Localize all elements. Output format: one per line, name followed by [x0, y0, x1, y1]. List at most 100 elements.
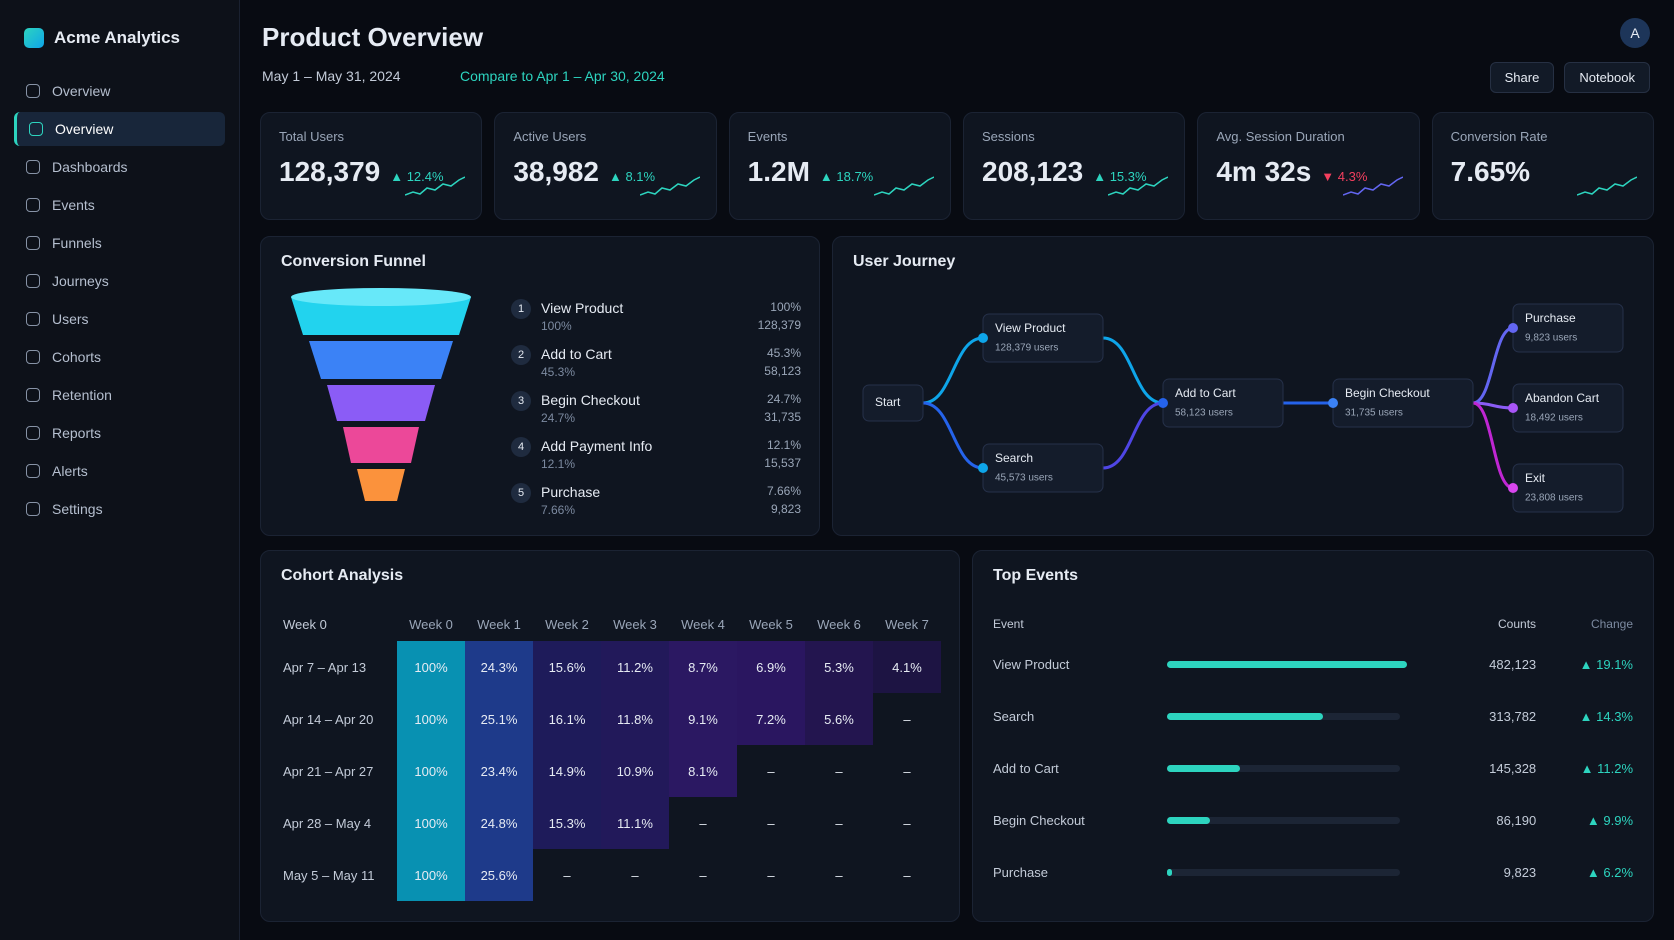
nav-icon [26, 502, 40, 516]
nav-label: Alerts [52, 463, 88, 479]
event-name: Begin Checkout [993, 812, 1085, 828]
node-users: 128,379 users [995, 343, 1058, 354]
panel-title: Cohort Analysis [281, 567, 404, 584]
kpi-value: 4m 32s [1216, 156, 1312, 187]
journey-node: Add to Cart 58,123 users [1158, 378, 1284, 428]
retention-cell: 4.1% [873, 641, 941, 693]
nav-icon [26, 160, 40, 174]
count-bar [1167, 660, 1408, 668]
sparkline-path [1108, 176, 1169, 196]
retention-cell: 100% [397, 849, 465, 901]
node-users: 58,123 users [1175, 408, 1233, 419]
cohort-label: Apr 14 – Apr 20 [283, 711, 374, 727]
nav-item[interactable]: Events [14, 188, 225, 222]
kpi-label: Events [747, 129, 788, 144]
event-row: View Product 482,123 ▲ 19.1% [993, 641, 1633, 687]
kpi-card: Total Users 128,379 ▲ 12.4% [260, 112, 483, 220]
bar-track [1167, 660, 1408, 668]
cohort-panel: Cohort Analysis Week 0 Week 0 Week 1 Week 2… [260, 550, 960, 922]
event-name: View Product [993, 656, 1070, 672]
column-header: Change [1590, 617, 1633, 631]
column-header: Event [993, 617, 1024, 631]
event-name: Add to Cart [993, 760, 1059, 776]
funnel-segment [291, 297, 471, 335]
event-count: 9,823 [1503, 864, 1537, 880]
nav-item[interactable]: Settings [14, 492, 225, 526]
avatar[interactable]: A [1620, 18, 1650, 48]
nav-label: Settings [52, 501, 103, 517]
nav-icon [26, 312, 40, 326]
kpi-label: Sessions [982, 129, 1035, 144]
cohort-label: Apr 21 – Apr 27 [283, 763, 374, 779]
nav-item[interactable]: Overview [14, 74, 225, 108]
kpi-card: Sessions 208,123 ▲ 15.3% [963, 112, 1186, 220]
kpi-value: 128,379 [279, 156, 381, 187]
funnel-row: 2 Add to Cart 45.3% 45.3% 58,123 [511, 343, 801, 387]
node-dot [978, 333, 988, 343]
stage-name: Purchase [541, 484, 601, 500]
cohort-label: May 5 – May 11 [283, 867, 375, 883]
cohort-row: Apr 28 – May 4 100% 24.8% 15.3% 11.1% – – – – [277, 797, 941, 849]
retention-cell: 25.1% [465, 693, 533, 745]
stage-count: 58,123 [764, 364, 801, 378]
nav-item[interactable]: Alerts [14, 454, 225, 488]
nav-icon [26, 388, 40, 402]
funnel-row: 4 Add Payment Info 12.1% 12.1% 15,537 [511, 435, 801, 479]
link [922, 401, 984, 470]
kpi-change: ▲ 15.3% [1093, 169, 1147, 184]
header-button[interactable]: Share [1489, 62, 1555, 93]
top-events-panel: Top Events Event Counts Change View Product… [972, 550, 1654, 922]
nav-label: Users [52, 311, 89, 327]
stage-pct: 100% [541, 319, 572, 333]
column-header: Week 1 [477, 616, 521, 632]
cohort-table: Week 0 Week 0 Week 1 Week 2 Week 3 Week 4 Week… [277, 607, 941, 901]
step-number: 4 [511, 437, 531, 457]
nav-label: Cohorts [52, 349, 102, 365]
funnel-panel: Conversion Funnel 1 View Product 100% 100% 1… [260, 236, 820, 536]
node-users: 45,573 users [995, 473, 1053, 484]
nav-item[interactable]: Overview [14, 112, 225, 146]
funnel-row: 3 Begin Checkout 24.7% 24.7% 31,735 [511, 389, 801, 433]
node-label: Begin Checkout [1345, 386, 1430, 400]
brand: Acme Analytics [24, 28, 225, 48]
retention-cell: 100% [397, 797, 465, 849]
nav-item[interactable]: Journeys [14, 264, 225, 298]
funnel-shape [291, 288, 471, 501]
nav-item[interactable]: Funnels [14, 226, 225, 260]
nav-item[interactable]: Retention [14, 378, 225, 412]
nav-item[interactable]: Users [14, 302, 225, 336]
nav-item[interactable]: Dashboards [14, 150, 225, 184]
kpi-change: ▲ 12.4% [390, 169, 444, 184]
header-row: Event Counts Change [993, 601, 1633, 647]
kpi-label: Avg. Session Duration [1216, 129, 1345, 144]
kpi-value: 7.65% [1450, 156, 1531, 187]
retention-cell: 10.9% [601, 745, 669, 797]
column-header: Week 6 [817, 616, 861, 632]
date-range[interactable]: May 1 – May 31, 2024 [262, 68, 401, 84]
retention-cell: 100% [397, 745, 465, 797]
cohort-label: Apr 7 – Apr 13 [283, 659, 367, 675]
retention-cell: 11.8% [601, 693, 669, 745]
compare-range[interactable]: Compare to Apr 1 – Apr 30, 2024 [460, 68, 665, 84]
step-number: 3 [511, 391, 531, 411]
nav-item[interactable]: Reports [14, 416, 225, 450]
sparkline-path [639, 176, 700, 196]
sparkline [1108, 176, 1169, 196]
node-users: 9,823 users [1525, 333, 1577, 344]
event-change: ▲ 19.1% [1579, 656, 1633, 672]
nav-item[interactable]: Cohorts [14, 340, 225, 374]
header-button[interactable]: Notebook [1564, 62, 1650, 93]
node-label: Add to Cart [1175, 386, 1236, 400]
event-name: Purchase [993, 864, 1048, 880]
kpi-label: Active Users [513, 129, 587, 144]
nav-label: Events [52, 197, 95, 213]
retention-cell: 11.1% [601, 797, 669, 849]
retention-cell: – [903, 815, 911, 831]
count-bar [1167, 816, 1211, 824]
retention-cell: 24.3% [465, 641, 533, 693]
kpi-change: ▲ 18.7% [819, 169, 874, 184]
column-header: Week 0 [283, 616, 327, 632]
sparkline [639, 176, 700, 196]
kpi-card: Avg. Session Duration 4m 32s ▼ 4.3% [1197, 112, 1420, 220]
funnel-row: 5 Purchase 7.66% 7.66% 9,823 [511, 481, 801, 525]
